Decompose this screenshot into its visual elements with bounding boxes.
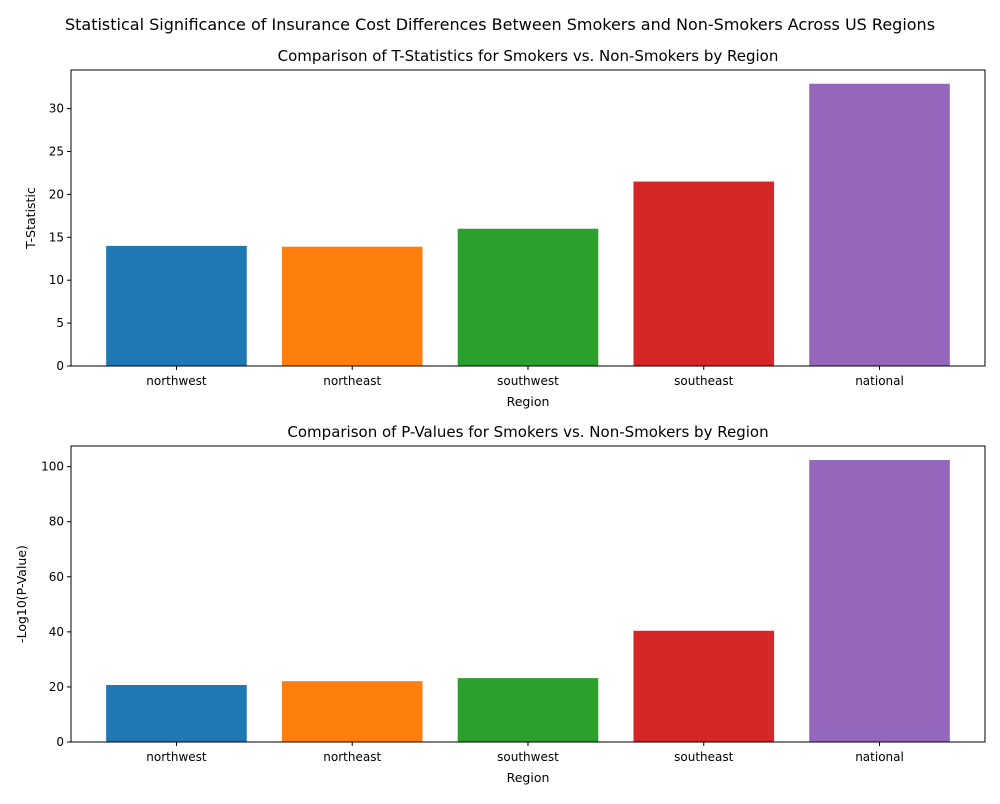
- p-value-xtick-label-northeast: northeast: [323, 750, 381, 764]
- t-stat-bar-northeast: [281, 246, 423, 366]
- p-value-chart-title: Comparison of P-Values for Smokers vs. N…: [287, 423, 768, 441]
- figure-suptitle: Statistical Significance of Insurance Co…: [65, 15, 935, 34]
- t-stat-bar-southeast: [633, 181, 775, 366]
- p-value-x-axis-label: Region: [507, 770, 550, 785]
- t-stat-x-axis-label: Region: [507, 394, 550, 409]
- t-stat-xtick-label-southwest: southwest: [497, 374, 559, 388]
- t-stat-y-axis-label: T-Statistic: [23, 187, 38, 250]
- p-value-y-axis-label: -Log10(P-Value): [14, 545, 29, 643]
- t-stat-ytick-label: 20: [49, 187, 64, 201]
- p-value-ytick-label: 100: [41, 460, 64, 474]
- t-stat-xtick-label-northwest: northwest: [146, 374, 207, 388]
- t-stat-ytick-label: 30: [49, 102, 64, 116]
- t-statistic-chart: 0 5 10 15 20 25 30 northwest northeast southwest s…: [23, 47, 986, 409]
- t-stat-xtick-label-national: national: [855, 374, 904, 388]
- p-value-ytick-label: 0: [56, 735, 64, 749]
- p-value-bar-national: [809, 460, 950, 742]
- p-value-chart: 0 20 40 60 80 100 northwest northeast southwest s…: [14, 423, 986, 785]
- t-stat-ytick-label: 10: [49, 273, 64, 287]
- p-value-bar-northeast: [281, 681, 423, 742]
- p-value-xtick-label-northwest: northwest: [146, 750, 207, 764]
- p-value-ytick-label: 40: [49, 625, 64, 639]
- p-value-bar-northwest: [106, 685, 247, 742]
- t-stat-xtick-label-southeast: southeast: [674, 374, 733, 388]
- p-value-ytick-label: 60: [49, 570, 64, 584]
- t-stat-ytick-label: 5: [56, 316, 64, 330]
- t-stat-bar-national: [809, 83, 950, 366]
- t-stat-bar-southwest: [457, 228, 599, 366]
- p-value-bar-southeast: [633, 630, 775, 742]
- p-value-xtick-label-southeast: southeast: [674, 750, 733, 764]
- t-stat-xtick-label-northeast: northeast: [323, 374, 381, 388]
- p-value-bar-southwest: [457, 678, 599, 742]
- p-value-ytick-label: 20: [49, 680, 64, 694]
- t-stat-chart-title: Comparison of T-Statistics for Smokers v…: [278, 47, 779, 65]
- t-stat-ytick-label: 25: [49, 145, 64, 159]
- p-value-xtick-label-national: national: [855, 750, 904, 764]
- p-value-ytick-label: 80: [49, 515, 64, 529]
- t-stat-bar-northwest: [106, 245, 247, 366]
- t-stat-ytick-label: 15: [49, 230, 64, 244]
- t-stat-ytick-label: 0: [56, 359, 64, 373]
- p-value-xtick-label-southwest: southwest: [497, 750, 559, 764]
